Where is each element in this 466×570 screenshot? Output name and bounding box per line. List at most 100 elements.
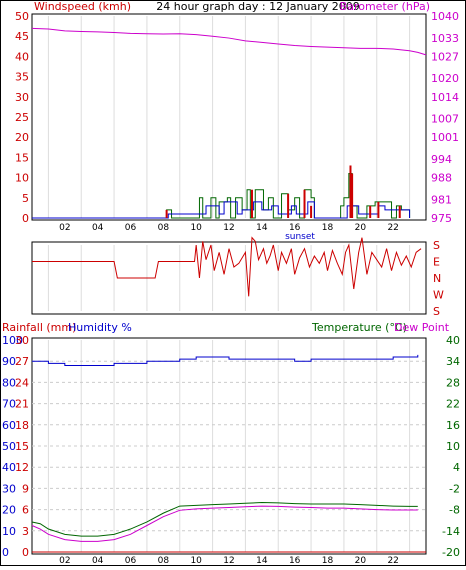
- wind-direction-line: [32, 236, 422, 297]
- windspeed-tick-label: 35: [15, 71, 29, 84]
- rainfall-axis-title: Rainfall (mm): [2, 321, 76, 334]
- temperature-tick-label: -14: [442, 525, 460, 538]
- temp-humidity-plot-area: [31, 337, 427, 555]
- hour-tick-label: 14: [256, 556, 268, 566]
- rainfall-tick-label: 24: [15, 376, 29, 389]
- barometer-tick-label: 1033: [431, 32, 459, 45]
- wind-baro-axes: 0 5 10 15 20 25 30 35 40 45 50 975 981 988 994 1001 1007…: [15, 10, 459, 233]
- barometer-axis-title: Barometer (hPa): [340, 0, 430, 13]
- direction-tick-label: S: [433, 239, 440, 252]
- rainfall-tick-label: 3: [22, 525, 29, 538]
- hour-tick-label: 16: [289, 556, 301, 566]
- hour-tick-label: 14: [256, 223, 268, 233]
- wind-average-line: [32, 201, 411, 219]
- hour-tick-label: 04: [92, 556, 104, 566]
- temperature-tick-label: -8: [449, 504, 460, 517]
- direction-tick-label: W: [433, 289, 444, 302]
- humidity-tick-label: 20: [2, 504, 16, 517]
- temperature-tick-label: -20: [442, 546, 460, 559]
- hour-tick-label: 18: [322, 556, 334, 566]
- dewpoint-line: [31, 505, 418, 542]
- barometer-tick-label: 1040: [431, 10, 459, 23]
- temperature-tick-label: 10: [446, 440, 460, 453]
- humidity-tick-label: 0: [2, 546, 9, 559]
- humidity-tick-label: 10: [2, 525, 16, 538]
- temperature-tick-label: -2: [449, 482, 460, 495]
- hour-tick-label: 22: [387, 223, 398, 233]
- temperature-axis-title: Temperature (°C): [311, 321, 407, 334]
- hour-tick-label: 10: [190, 223, 202, 233]
- temperature-tick-label: 40: [446, 334, 460, 347]
- direction-tick-label: N: [433, 272, 441, 285]
- barometer-tick-label: 981: [431, 193, 452, 206]
- direction-tick-label: S: [433, 305, 440, 318]
- barometer-tick-label: 1014: [431, 91, 459, 104]
- rainfall-tick-label: 30: [15, 334, 29, 347]
- hour-tick-label: 20: [355, 223, 367, 233]
- windspeed-tick-label: 40: [15, 50, 29, 63]
- wind-baro-plot-area: [31, 13, 427, 221]
- rainfall-tick-label: 12: [15, 461, 29, 474]
- humidity-axis-title: Humidity %: [68, 321, 132, 334]
- rainfall-tick-label: 21: [15, 398, 29, 411]
- hour-tick-label: 02: [59, 223, 70, 233]
- humidity-tick-label: 80: [2, 376, 16, 389]
- temp-humidity-grid: [32, 340, 426, 552]
- hour-tick-label: 08: [158, 556, 170, 566]
- rainfall-tick-label: 15: [15, 440, 29, 453]
- windspeed-tick-label: 15: [15, 151, 29, 164]
- barometer-tick-label: 975: [431, 212, 452, 225]
- hour-tick-label: 18: [322, 223, 334, 233]
- hour-tick-label: 08: [158, 223, 170, 233]
- windspeed-tick-label: 25: [15, 111, 29, 124]
- wind-gust-line: [32, 173, 411, 219]
- windspeed-axis-title: Windspeed (kmh): [34, 0, 131, 13]
- hour-tick-label: 16: [289, 223, 301, 233]
- dewpoint-axis-title: Dew Point: [394, 321, 450, 334]
- hour-tick-label: 10: [190, 556, 202, 566]
- sunset-marker-top: sunset: [285, 232, 315, 242]
- hour-tick-label: 22: [387, 556, 398, 566]
- windspeed-tick-label: 45: [15, 30, 29, 43]
- wind-baro-grid: [47, 16, 411, 218]
- hour-tick-label: 02: [59, 556, 70, 566]
- barometer-tick-label: 1020: [431, 72, 459, 85]
- barometer-line: [31, 27, 427, 56]
- wind-direction-plot-area: [31, 241, 427, 315]
- temperature-tick-label: 4: [453, 461, 460, 474]
- hour-tick-label: 20: [355, 556, 367, 566]
- wind-baro-series: [31, 27, 427, 219]
- rainfall-tick-label: 0: [22, 546, 29, 559]
- wind-direction-series: [32, 236, 422, 297]
- direction-tick-label: E: [433, 256, 440, 269]
- humidity-tick-label: 70: [2, 398, 16, 411]
- rainfall-tick-label: 27: [15, 355, 29, 368]
- humidity-line: [32, 354, 419, 366]
- chart-title: 24 hour graph day : 12 January 2009: [156, 0, 360, 13]
- humidity-tick-label: 60: [2, 419, 16, 432]
- humidity-tick-label: 100: [2, 334, 23, 347]
- windspeed-tick-label: 30: [15, 91, 29, 104]
- barometer-tick-label: 1001: [431, 131, 459, 144]
- windspeed-tick-label: 10: [15, 172, 29, 185]
- temp-humidity-series: [31, 354, 426, 553]
- humidity-tick-label: 40: [2, 461, 16, 474]
- windspeed-tick-label: 5: [22, 192, 29, 205]
- windspeed-tick-label: 0: [22, 212, 29, 225]
- barometer-tick-label: 1027: [431, 50, 459, 63]
- temperature-tick-label: 16: [446, 419, 460, 432]
- temperature-tick-label: 28: [446, 376, 460, 389]
- windspeed-tick-label: 20: [15, 131, 29, 144]
- hour-tick-label: 12: [223, 556, 234, 566]
- hour-tick-label: 06: [125, 556, 137, 566]
- barometer-tick-label: 994: [431, 153, 452, 166]
- windspeed-tick-label: 50: [15, 10, 29, 23]
- barometer-tick-label: 1007: [431, 113, 459, 126]
- humidity-tick-label: 30: [2, 482, 16, 495]
- rainfall-tick-label: 9: [22, 482, 29, 495]
- hour-tick-label: 06: [125, 223, 137, 233]
- temperature-tick-label: 22: [446, 398, 460, 411]
